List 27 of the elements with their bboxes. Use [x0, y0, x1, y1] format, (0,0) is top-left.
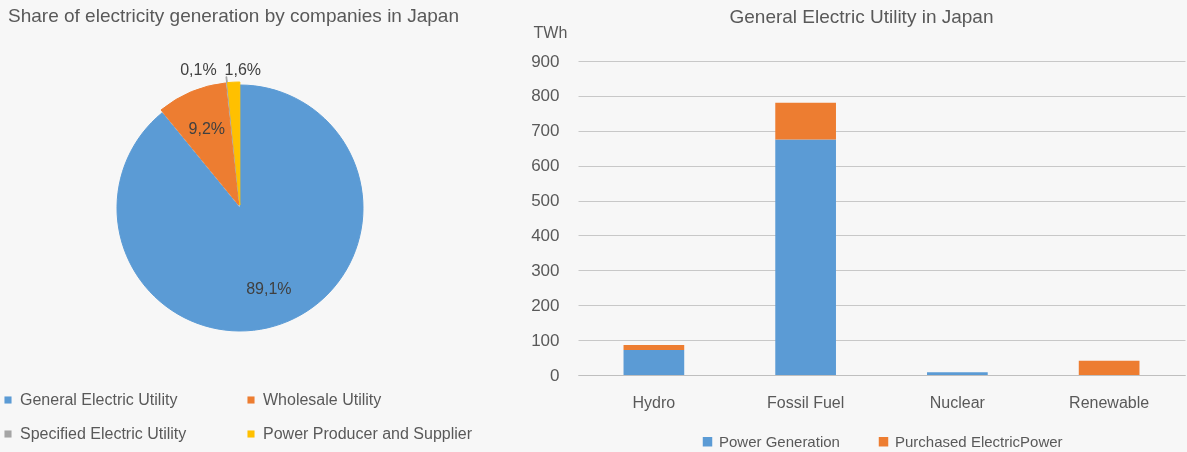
- legend-label: Specified Electric Utility: [20, 425, 187, 442]
- y-tick-label: 600: [531, 156, 560, 176]
- data-label: 1,6%: [224, 61, 262, 79]
- x-tick-label: Hydro: [632, 393, 676, 411]
- y-tick-label: 200: [531, 295, 560, 315]
- data-label: 89,1%: [246, 280, 292, 298]
- y-tick-label: 700: [531, 121, 560, 141]
- chart-title: Share of electricity generation by companies in Japan: [8, 5, 459, 26]
- chart-title: General Electric Utility in Japan: [729, 6, 994, 27]
- x-tick-label: Nuclear: [929, 393, 986, 411]
- data-label: 0,1%: [180, 61, 217, 78]
- legend-label: Power Generation: [719, 432, 840, 450]
- y-tick-label: 0: [550, 365, 560, 385]
- y-axis-title: TWh: [533, 23, 568, 41]
- x-tick-label: Fossil Fuel: [766, 393, 845, 411]
- legend-label: Purchased ElectricPower: [895, 432, 1063, 450]
- y-tick-label: 500: [531, 191, 560, 211]
- x-tick-label: Renewable: [1069, 393, 1150, 411]
- legend-label: Power Producer and Supplier: [263, 425, 473, 442]
- y-tick-label: 900: [531, 51, 560, 71]
- legend-label: General Electric Utility: [20, 391, 178, 408]
- y-tick-label: 300: [531, 260, 560, 280]
- data-label: 9,2%: [188, 119, 226, 137]
- y-tick-label: 400: [531, 225, 560, 245]
- y-tick-label: 800: [531, 86, 560, 106]
- y-tick-label: 100: [531, 330, 560, 350]
- legend-label: Wholesale Utility: [263, 391, 382, 408]
